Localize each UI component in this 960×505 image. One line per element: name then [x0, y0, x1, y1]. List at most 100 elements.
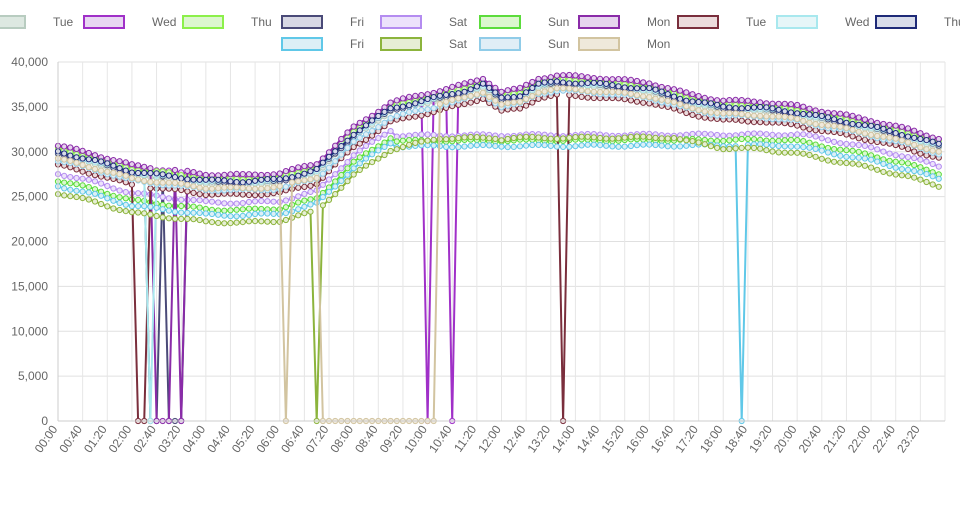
data-point: [707, 131, 715, 138]
data-point: [633, 85, 641, 92]
data-point: [670, 86, 678, 93]
data-point: [178, 196, 185, 203]
data-point: [547, 78, 554, 85]
data-point: [695, 139, 702, 146]
data-point: [498, 94, 505, 101]
data-point: [886, 162, 893, 170]
data-point: [886, 121, 893, 129]
x-tick-label: 16:40: [648, 422, 677, 455]
data-point: [615, 83, 622, 90]
series-line: [57, 73, 940, 422]
data-point: [171, 208, 179, 215]
y-tick-label: 40,000: [11, 55, 48, 69]
data-point: [584, 80, 591, 87]
data-point: [794, 149, 801, 156]
data-point: [221, 207, 228, 214]
data-point: [338, 171, 345, 179]
data-point: [202, 185, 209, 192]
data-point: [911, 167, 918, 175]
data-point: [769, 131, 776, 138]
data-point: [806, 132, 813, 139]
data-point: [584, 141, 591, 148]
data-point: [344, 129, 351, 136]
data-point: [837, 159, 844, 166]
x-tick-label: 22:40: [869, 422, 898, 455]
data-point: [128, 203, 135, 210]
data-point: [892, 130, 899, 137]
data-point: [578, 73, 585, 80]
legend-item[interactable]: Tue: [0, 15, 74, 29]
data-point: [418, 112, 425, 119]
data-point: [677, 143, 684, 150]
data-point: [393, 112, 400, 120]
data-point: [264, 210, 271, 217]
data-point: [153, 204, 160, 211]
data-point: [165, 179, 172, 186]
data-point: [239, 212, 246, 219]
data-point: [227, 207, 234, 214]
legend-item[interactable]: Mon: [578, 37, 670, 51]
data-point: [424, 106, 431, 113]
data-point: [806, 139, 813, 146]
data-point: [763, 141, 770, 148]
data-point: [664, 85, 671, 92]
data-point: [831, 116, 838, 123]
legend-item[interactable]: Sun: [479, 15, 569, 29]
legend-item[interactable]: Sun: [479, 37, 569, 51]
data-point: [399, 137, 406, 144]
data-point: [178, 215, 185, 222]
data-point: [843, 119, 850, 126]
data-point: [923, 178, 930, 186]
data-point: [695, 93, 702, 100]
data-point: [387, 99, 394, 106]
data-point: [455, 144, 462, 151]
legend-item[interactable]: Sat: [380, 15, 468, 29]
legend-item[interactable]: Wed: [83, 15, 176, 29]
data-point: [110, 169, 117, 176]
x-tick-label: 20:00: [771, 422, 800, 455]
data-point: [689, 138, 696, 145]
legend[interactable]: Tue Wed Thu Fri Sat Sun Mon Tue Wed Thu Fri Sat Sun M…: [0, 15, 960, 51]
data-point: [831, 151, 838, 158]
data-point: [744, 130, 752, 137]
legend-item[interactable]: Wed: [776, 15, 869, 29]
data-point: [387, 147, 394, 155]
legend-item[interactable]: Tue: [677, 15, 767, 29]
data-point: [325, 188, 333, 195]
data-point: [128, 169, 135, 176]
data-point: [566, 85, 573, 92]
data-point: [597, 80, 604, 87]
data-point: [560, 72, 567, 79]
x-tick-label: 19:20: [746, 422, 775, 455]
data-point: [153, 170, 160, 177]
data-point: [393, 104, 400, 111]
legend-item[interactable]: Thu: [182, 15, 272, 29]
legend-item[interactable]: Fri: [281, 15, 364, 29]
data-point: [775, 113, 782, 120]
legend-item[interactable]: Thu: [875, 15, 960, 29]
data-point: [726, 97, 733, 104]
data-point: [843, 159, 850, 167]
legend-item[interactable]: Sat: [380, 37, 468, 51]
legend-item[interactable]: Mon: [578, 15, 670, 29]
legend-label: Wed: [845, 15, 869, 29]
data-point: [159, 206, 166, 213]
data-point: [270, 184, 277, 191]
x-tick-label: 04:40: [204, 422, 233, 455]
data-point: [553, 78, 561, 85]
data-point: [640, 99, 647, 106]
data-point: [239, 206, 246, 213]
data-point: [898, 137, 906, 144]
data-point: [769, 142, 776, 149]
data-point: [781, 149, 788, 156]
data-point: [73, 159, 80, 166]
x-tick-label: 06:00: [254, 422, 283, 455]
legend-item[interactable]: Fri: [281, 37, 364, 51]
data-point: [849, 120, 856, 128]
data-point: [818, 121, 825, 129]
data-point: [855, 121, 862, 128]
data-point: [141, 163, 148, 170]
data-point: [627, 85, 635, 92]
data-point: [886, 127, 893, 134]
data-point: [215, 211, 222, 218]
